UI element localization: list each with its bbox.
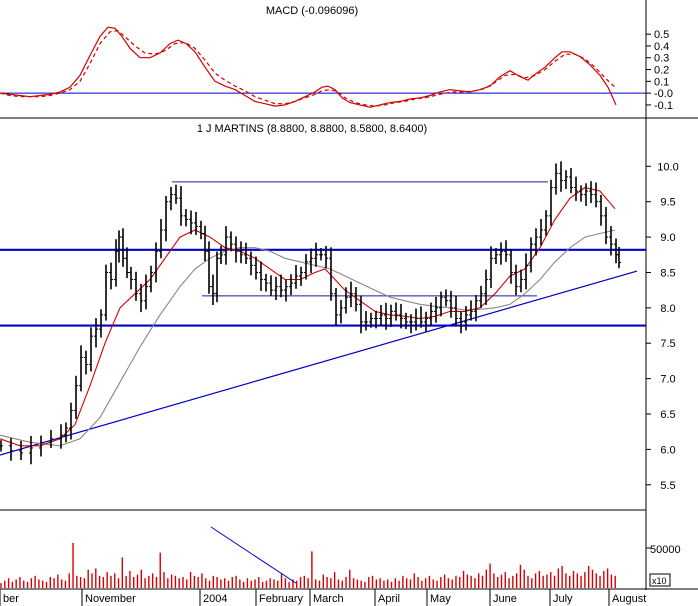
macd-title: MACD (-0.096096) (266, 5, 358, 17)
price-tick-label: 5.5 (660, 480, 675, 492)
macd-tick-label: -0.1 (654, 100, 673, 112)
volume-panel (0, 526, 651, 588)
macd-tick-label: 0.5 (654, 29, 669, 41)
volume-multiplier-label: x10 (652, 576, 667, 586)
price-tick-label: 9.0 (660, 232, 675, 244)
volume-multiplier-box (649, 573, 671, 587)
price-tick-label: 9.5 (660, 197, 675, 209)
volume-trendline (210, 526, 297, 584)
macd-tick-label: 0.3 (654, 53, 669, 65)
price-trendline (0, 270, 638, 456)
x-tick-label: November (85, 593, 136, 605)
macd-tick-label: 0.2 (654, 65, 669, 77)
price-tick-label: 8.5 (660, 267, 675, 279)
price-tick-label: 7.5 (660, 338, 675, 350)
x-tick-label: February (259, 593, 304, 605)
x-tick-label: June (493, 593, 517, 605)
volume-tick-label: 50000 (650, 544, 681, 556)
x-tick-label: 2004 (203, 593, 227, 605)
price-panel: 10.0 9.5 9.0 8.5 8.0 7.5 7.0 6.5 6.0 5.5 (0, 161, 679, 492)
x-tick-label: July (553, 593, 573, 605)
macd-panel: 0.50.40.30.20.1-0.0-0.1 (0, 26, 673, 112)
x-tick-label: March (313, 593, 344, 605)
price-tick-label: 8.0 (660, 303, 675, 315)
x-tick-label: ber (3, 593, 19, 605)
moving-average-long (0, 229, 616, 447)
x-tick-label: August (612, 593, 646, 605)
axis-labels: ber November 2004 February March April May June… (0, 589, 646, 606)
macd-signal-line (0, 29, 616, 107)
price-title: 1 J MARTINS (8.8800, 8.8800, 8.5800, 8.6… (197, 123, 427, 135)
moving-average-short (0, 186, 616, 447)
price-tick-label: 6.5 (660, 409, 675, 421)
x-tick-label: May (430, 593, 451, 605)
macd-tick-label: -0.0 (654, 88, 673, 100)
x-tick-label: April (378, 593, 400, 605)
price-tick-label: 6.0 (660, 444, 675, 456)
macd-tick-label: 0.4 (654, 41, 669, 53)
price-tick-label: 7.0 (660, 374, 675, 386)
price-tick-label: 10.0 (657, 161, 678, 173)
macd-line (0, 26, 617, 108)
macd-tick-label: 0.1 (654, 76, 669, 88)
